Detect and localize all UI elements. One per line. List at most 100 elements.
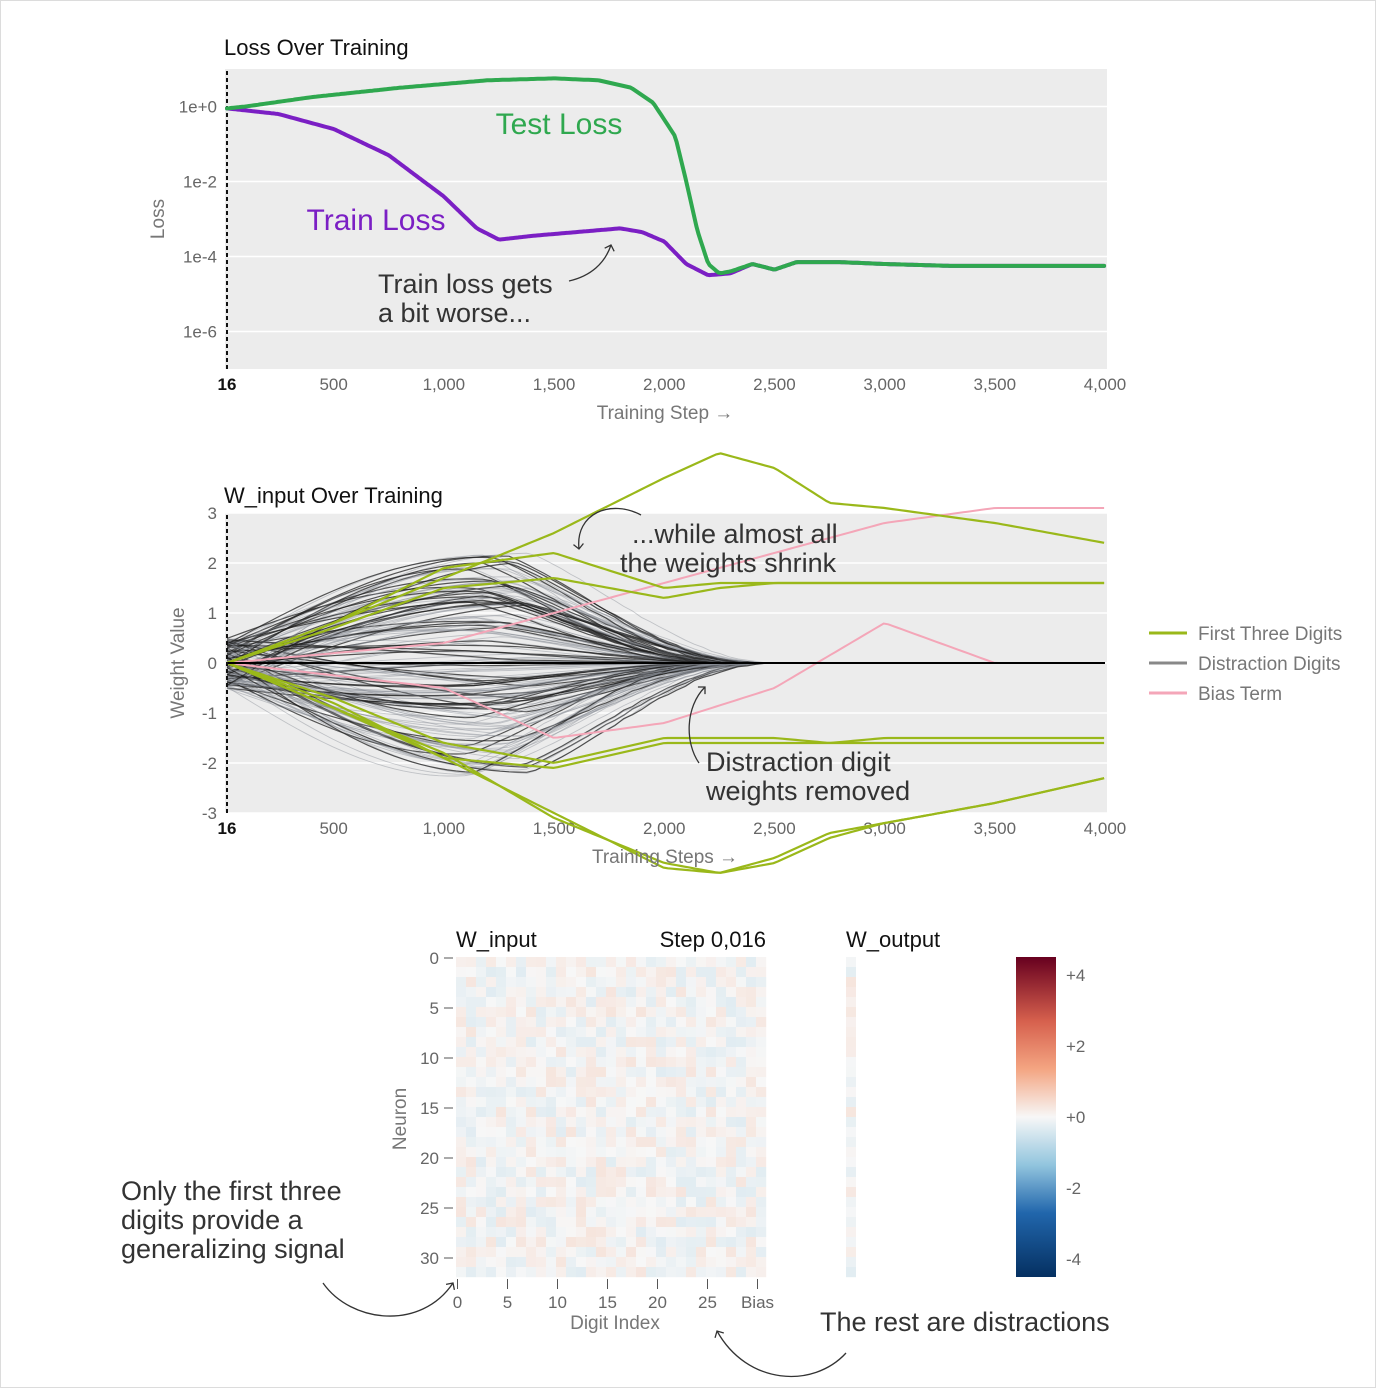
w-input-cell xyxy=(466,1077,477,1088)
legend-first-three-label: First Three Digits xyxy=(1198,624,1342,645)
w-input-cell xyxy=(506,1027,517,1038)
w-input-cell xyxy=(506,1217,517,1228)
w-input-cell xyxy=(536,1157,547,1168)
w-input-cell xyxy=(616,1177,627,1188)
w-input-cell xyxy=(606,987,617,998)
w-input-cell xyxy=(556,997,567,1008)
w-input-cell xyxy=(566,1167,577,1178)
w-input-cell xyxy=(686,957,697,968)
w-input-cell xyxy=(626,1087,637,1098)
weight-y-tick-label: 2 xyxy=(208,554,217,573)
w-input-cell xyxy=(746,1227,757,1238)
w-input-cell xyxy=(756,1057,767,1068)
w-input-cell xyxy=(536,1247,547,1258)
w-input-cell xyxy=(696,1257,707,1268)
w-input-cell xyxy=(576,1087,587,1098)
w-input-cell xyxy=(496,1247,507,1258)
w-input-cell xyxy=(586,1137,597,1148)
w-input-cell xyxy=(706,1127,717,1138)
w-input-cell xyxy=(746,987,757,998)
w-input-cell xyxy=(516,1017,527,1028)
w-input-cell xyxy=(466,1147,477,1158)
w-input-cell xyxy=(586,1107,597,1118)
w-input-cell xyxy=(666,967,677,978)
w-input-cell xyxy=(506,1257,517,1268)
w-input-cell xyxy=(726,1057,737,1068)
w-input-cell xyxy=(576,1117,587,1128)
w-output-cell xyxy=(846,997,856,1008)
w-input-cell xyxy=(456,1267,467,1278)
w-input-cell xyxy=(606,1207,617,1218)
heatmap-title: W_input xyxy=(456,927,537,952)
w-input-cell xyxy=(736,1247,747,1258)
w-input-cell xyxy=(586,987,597,998)
w-input-cell xyxy=(496,1147,507,1158)
w-input-cell xyxy=(486,1197,497,1208)
w-input-cell xyxy=(576,1157,587,1168)
loss-annotation-arrow xyxy=(568,244,615,282)
w-input-cell xyxy=(536,1087,547,1098)
w-input-cell xyxy=(566,957,577,968)
w-input-cell xyxy=(706,1237,717,1248)
w-input-cell xyxy=(666,1187,677,1198)
w-input-cell xyxy=(616,1027,627,1038)
w-input-cell xyxy=(736,1077,747,1088)
w-input-cell xyxy=(686,1257,697,1268)
weight-x-tick-label: 3,000 xyxy=(863,819,906,838)
w-input-cell xyxy=(706,1207,717,1218)
w-input-cell xyxy=(646,1057,657,1068)
w-input-cell xyxy=(516,1257,527,1268)
w-input-cell xyxy=(746,967,757,978)
w-input-cell xyxy=(516,1107,527,1118)
w-input-cell xyxy=(626,1097,637,1108)
w-input-cell xyxy=(486,957,497,968)
w-input-cell xyxy=(656,1217,667,1228)
w-input-cell xyxy=(466,997,477,1008)
w-input-cell xyxy=(716,1097,727,1108)
w-input-cell xyxy=(476,1107,487,1118)
w-input-cell xyxy=(566,1267,577,1278)
w-input-cell xyxy=(656,1067,667,1078)
w-input-cell xyxy=(516,1057,527,1068)
w-input-cell xyxy=(676,1007,687,1018)
w-input-cell xyxy=(536,1107,547,1118)
w-input-cell xyxy=(736,1007,747,1018)
w-input-cell xyxy=(496,1207,507,1218)
w-input-cell xyxy=(706,1157,717,1168)
w-input-cell xyxy=(536,1187,547,1198)
w-input-cell xyxy=(656,1197,667,1208)
w-input-cell xyxy=(476,1027,487,1038)
w-input-cell xyxy=(636,1167,647,1178)
w-input-cell xyxy=(486,1107,497,1118)
w-input-cell xyxy=(546,1087,557,1098)
w-input-cell xyxy=(636,1077,647,1088)
w-input-cell xyxy=(646,1067,657,1078)
w-input-cell xyxy=(696,1037,707,1048)
w-input-cell xyxy=(596,1247,607,1258)
w-input-cell xyxy=(706,1067,717,1078)
w-input-cell xyxy=(726,1097,737,1108)
w-input-cell xyxy=(716,1147,727,1158)
w-input-cell xyxy=(716,1267,727,1278)
w-input-cell xyxy=(626,987,637,998)
w-input-cell xyxy=(726,1157,737,1168)
w-input-cell xyxy=(626,957,637,968)
weight-x-tick-label: 2,000 xyxy=(643,819,686,838)
weight-annotation-top-line2: the weights shrink xyxy=(620,548,837,578)
w-input-cell xyxy=(706,1077,717,1088)
w-input-cell xyxy=(756,1267,767,1278)
w-input-cell xyxy=(696,1007,707,1018)
w-input-cell xyxy=(736,1067,747,1078)
w-input-cell xyxy=(626,1037,637,1048)
w-input-cell xyxy=(496,1097,507,1108)
w-input-cell xyxy=(566,1137,577,1148)
w-input-cell xyxy=(576,967,587,978)
w-input-cell xyxy=(596,1237,607,1248)
w-input-cell xyxy=(666,1147,677,1158)
w-input-cell xyxy=(486,1027,497,1038)
w-input-cell xyxy=(606,1267,617,1278)
weight-annotation-bottom-line2: weights removed xyxy=(705,776,910,806)
w-input-cell xyxy=(556,1227,567,1238)
w-input-cell xyxy=(486,1157,497,1168)
w-input-cell xyxy=(556,957,567,968)
